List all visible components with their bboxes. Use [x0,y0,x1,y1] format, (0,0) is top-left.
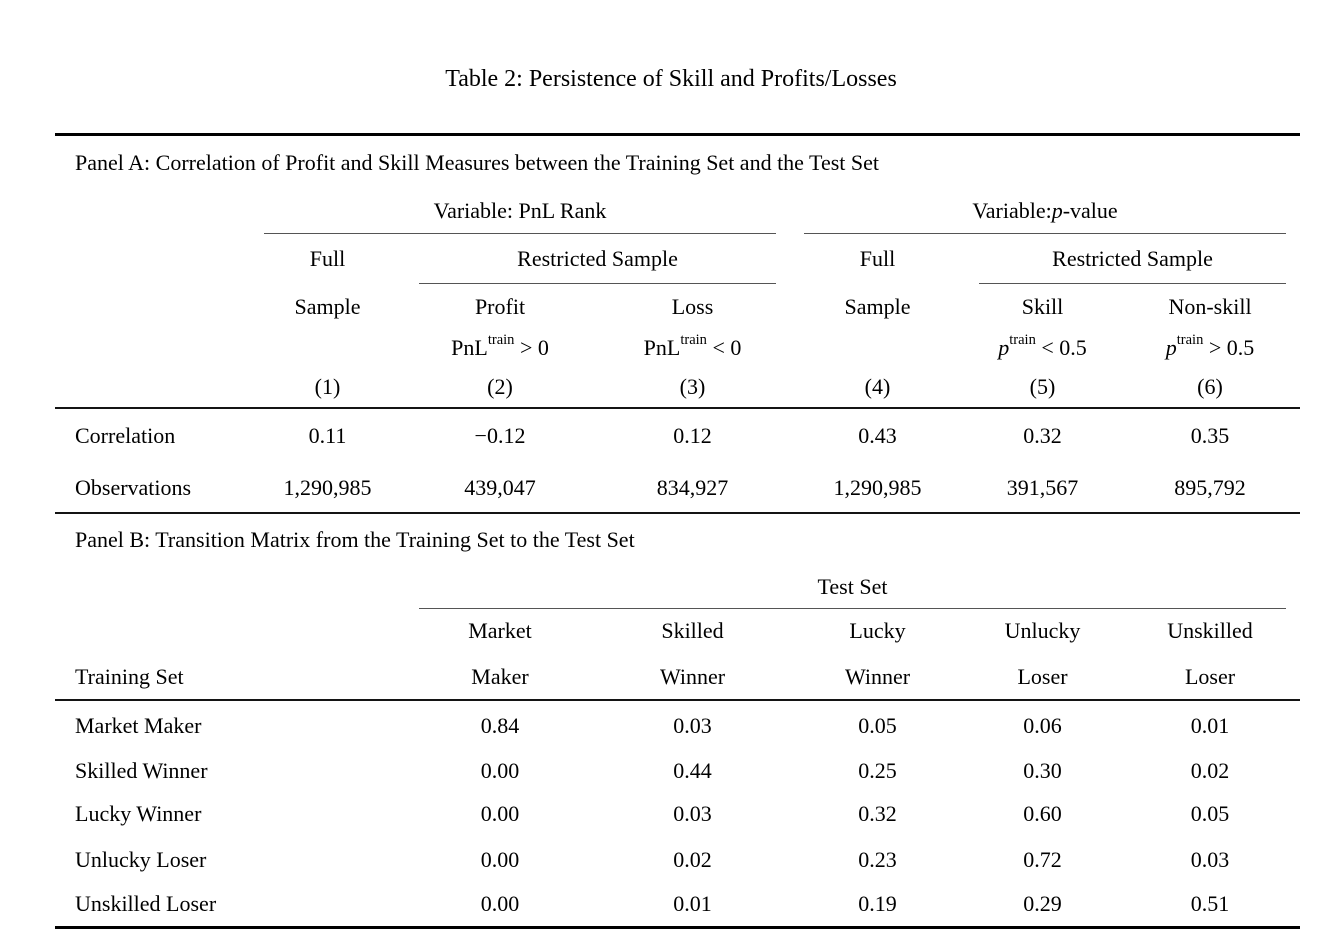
value-cell: 0.02 [673,846,712,872]
table-title: Table 2: Persistence of Skill and Profit… [445,66,897,92]
formula-sup: train [1176,332,1204,348]
value-cell: −0.12 [474,422,526,448]
formula-sup: train [680,332,707,348]
value-cell: 0.60 [1023,801,1062,826]
col-header-skilled-line1: Skilled [661,617,724,643]
col-number-6: (6) [1197,374,1223,399]
value-cell: 0.32 [858,801,897,826]
value-cell: 0.00 [480,757,520,783]
col-header-unlucky-line1: Unlucky [1004,617,1081,643]
col-title-sample-2: Sample [844,294,911,319]
value-cell: 0.30 [1023,757,1062,783]
value-cell: 0.05 [1190,801,1230,826]
group-header-p-value: Variable: p -value [804,189,1286,234]
col-header-lucky-line2: Winner [844,663,911,689]
condition-non-skill: ptrain > 0.5 [1120,330,1300,365]
value-cell: 0.00 [480,801,520,826]
formula-sup: train [487,332,515,348]
value-cell: 0.03 [673,801,712,826]
col-title-profit: Profit [474,294,526,319]
value-cell: 0.84 [480,712,520,738]
col-header-lucky-line1: Lucky [849,617,906,643]
col-number-5: (5) [1029,374,1056,399]
col-header-unskilled-line1: Unskilled [1167,617,1253,643]
value-cell: 0.29 [1023,891,1062,916]
row-label-unskilled-loser: Unskilled Loser [75,891,217,916]
value-cell: 0.19 [858,891,897,916]
row-label-unlucky-loser: Unlucky Loser [75,846,207,872]
subheader-full-2: Full [859,246,896,271]
row-label-skilled-winner: Skilled Winner [75,757,208,783]
value-cell: 391,567 [1006,475,1079,500]
value-cell: 0.51 [1190,891,1230,916]
col-title-non-skill: Non-skill [1168,294,1252,319]
formula-rel: < 0.5 [1035,334,1087,360]
value-cell: 0.12 [673,422,712,448]
condition-loss: PnLtrain < 0 [595,330,790,365]
table-2: Panel A: Correlation of Profit and Skill… [55,133,1300,929]
row-header-training-set: Training Set [75,663,184,689]
col-number-2: (2) [487,374,513,399]
value-cell: 0.03 [673,712,712,738]
group-header-pnl-rank: Variable: PnL Rank [264,189,776,234]
value-cell: 0.32 [1023,422,1062,448]
condition-skill: ptrain < 0.5 [965,330,1120,365]
subheader-restricted-2: Restricted Sample [979,234,1286,284]
value-cell: 0.06 [1023,712,1062,738]
value-cell: 0.11 [308,422,347,448]
col-header-unlucky-line2: Loser [1017,663,1068,689]
value-cell: 0.02 [1190,757,1230,783]
formula-rel: > 0 [514,334,549,360]
col-number-1: (1) [314,374,341,399]
p-italic: p [1051,198,1063,223]
row-label-market-maker: Market Maker [75,712,202,738]
value-cell: 0.25 [858,757,897,783]
value-cell: 834,927 [656,475,729,500]
col-title-skill: Skill [1021,294,1064,319]
row-label-lucky-winner: Lucky Winner [75,801,202,826]
panel-b-heading: Panel B: Transition Matrix from the Trai… [75,526,635,552]
formula-sup: train [1009,332,1036,348]
value-cell: 1,290,985 [283,475,372,500]
group-header-p-value-suffix: -value [1062,198,1118,223]
group-header-test-set: Test Set [419,565,1286,609]
value-cell: 0.05 [858,712,897,738]
value-cell: 0.44 [673,757,712,783]
subheader-restricted-1: Restricted Sample [419,234,776,284]
value-cell: 1,290,985 [833,475,922,500]
value-cell: 0.35 [1190,422,1230,448]
formula-rel: < 0 [706,334,742,360]
formula-base: p [1165,334,1177,360]
value-cell: 0.03 [1190,846,1230,872]
formula-base: p [998,334,1010,360]
subheader-full-1: Full [309,246,346,271]
group-header-p-value-prefix: Variable: [972,198,1052,223]
row-label-observations: Observations [75,475,192,500]
value-cell: 895,792 [1174,475,1246,500]
col-number-3: (3) [679,374,706,399]
value-cell: 0.72 [1023,846,1062,872]
col-title-loss: Loss [671,294,714,319]
condition-profit: PnLtrain > 0 [405,330,595,365]
value-cell: 0.01 [673,891,712,916]
col-header-market-line2: Maker [471,663,529,689]
row-label-correlation: Correlation [75,422,176,448]
value-cell: 0.23 [858,846,897,872]
col-number-4: (4) [864,374,891,399]
formula-base: PnL [451,334,488,360]
col-header-skilled-line2: Winner [659,663,726,689]
formula-base: PnL [643,334,681,360]
value-cell: 0.00 [480,846,520,872]
value-cell: 0.43 [858,422,897,448]
value-cell: 0.01 [1190,712,1230,738]
value-cell: 439,047 [464,475,536,500]
formula-rel: > 0.5 [1203,334,1255,360]
value-cell: 0.00 [480,891,520,916]
col-title-sample-1: Sample [294,294,361,319]
col-header-market-line1: Market [468,617,532,643]
panel-a-heading: Panel A: Correlation of Profit and Skill… [75,149,879,175]
col-header-unskilled-line2: Loser [1184,663,1236,689]
